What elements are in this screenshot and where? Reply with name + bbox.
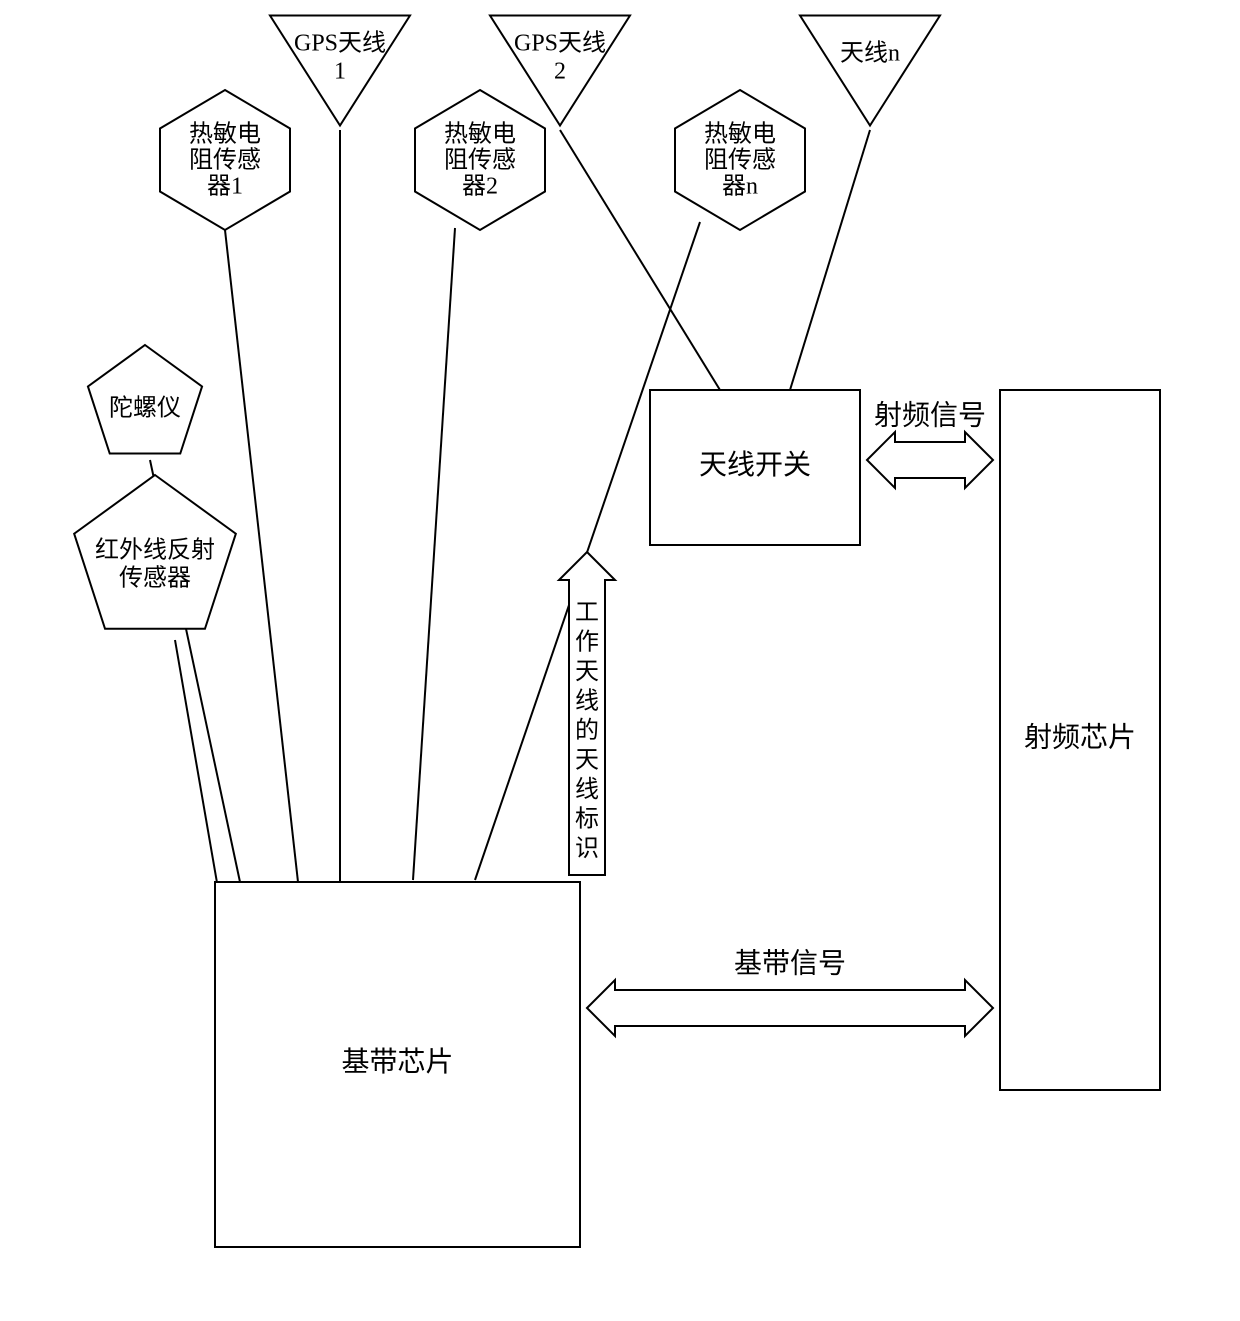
baseband-signal-arrow bbox=[587, 980, 993, 1036]
svg-text:阻传感: 阻传感 bbox=[704, 147, 776, 174]
svg-text:天: 天 bbox=[575, 747, 599, 773]
svg-text:标: 标 bbox=[575, 805, 599, 832]
svg-text:传感器: 传感器 bbox=[119, 565, 191, 592]
svg-text:热敏电: 热敏电 bbox=[189, 121, 261, 148]
svg-text:阻传感: 阻传感 bbox=[189, 147, 261, 174]
svg-text:基带信号: 基带信号 bbox=[734, 947, 846, 979]
svg-text:阻传感: 阻传感 bbox=[444, 147, 516, 174]
svg-text:射频信号: 射频信号 bbox=[874, 399, 986, 431]
svg-text:2: 2 bbox=[554, 59, 566, 85]
svg-text:天线开关: 天线开关 bbox=[699, 449, 811, 481]
svg-text:基带芯片: 基带芯片 bbox=[341, 1046, 453, 1078]
svg-text:陀螺仪: 陀螺仪 bbox=[109, 395, 181, 422]
svg-text:器n: 器n bbox=[722, 174, 758, 200]
svg-text:天线n: 天线n bbox=[840, 40, 900, 67]
svg-text:作: 作 bbox=[575, 629, 599, 656]
antenna-n bbox=[800, 16, 940, 126]
svg-text:识: 识 bbox=[575, 836, 599, 862]
svg-text:1: 1 bbox=[334, 59, 346, 85]
svg-text:天: 天 bbox=[575, 659, 599, 685]
svg-text:红外线反射: 红外线反射 bbox=[95, 537, 215, 564]
svg-text:线: 线 bbox=[575, 776, 599, 803]
svg-text:热敏电: 热敏电 bbox=[444, 121, 516, 148]
svg-text:工: 工 bbox=[575, 600, 599, 626]
svg-text:GPS天线: GPS天线 bbox=[294, 30, 386, 57]
svg-text:器1: 器1 bbox=[207, 174, 243, 200]
svg-text:的: 的 bbox=[575, 717, 599, 744]
svg-text:线: 线 bbox=[575, 688, 599, 715]
svg-text:GPS天线: GPS天线 bbox=[514, 30, 606, 57]
svg-text:热敏电: 热敏电 bbox=[704, 121, 776, 148]
svg-text:射频芯片: 射频芯片 bbox=[1024, 721, 1136, 753]
svg-text:器2: 器2 bbox=[462, 174, 498, 200]
rf-signal-arrow bbox=[867, 432, 993, 488]
